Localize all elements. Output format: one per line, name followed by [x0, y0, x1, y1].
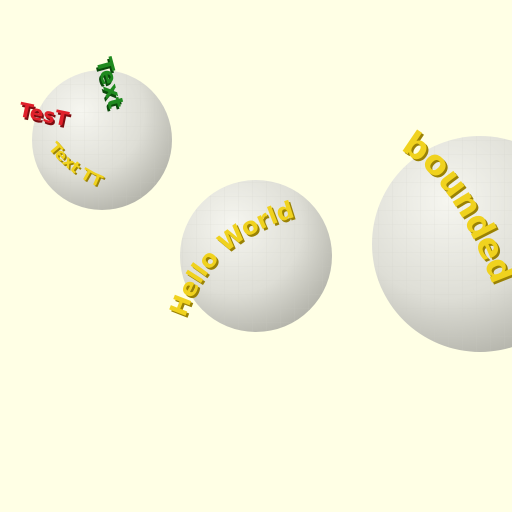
sphere-middle: Hello World Hello World [164, 180, 332, 332]
sphere-left-facets [32, 70, 172, 210]
sphere-right: bounded bounded [372, 124, 512, 352]
sphere-left: TesT TesT Text Text Text TT Text TT [17, 55, 172, 210]
sphere-middle-facets [180, 180, 332, 332]
sphere-right-facets [372, 136, 512, 352]
